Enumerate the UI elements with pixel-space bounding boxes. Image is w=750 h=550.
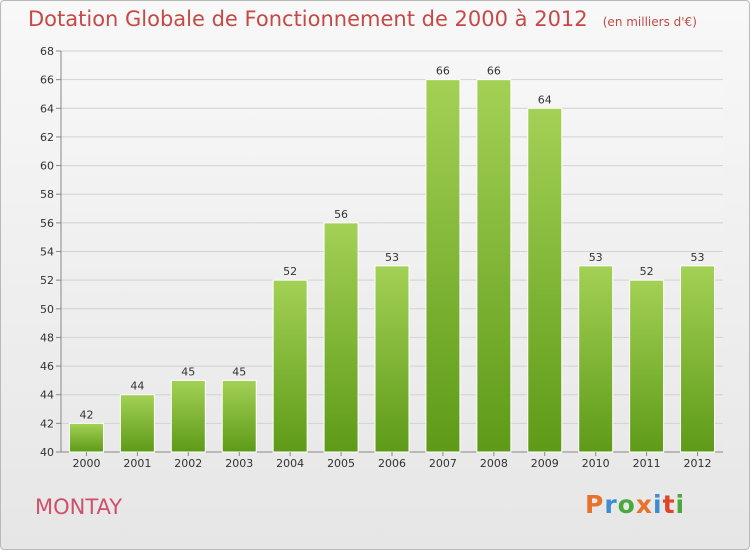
bar-value-label: 56 [334, 208, 348, 221]
bar [68, 422, 104, 453]
bar-value-label: 52 [640, 265, 654, 278]
logo-letter: r [604, 490, 618, 519]
bar-value-label: 44 [130, 380, 144, 393]
bar [272, 279, 308, 453]
y-tick-label: 54 [40, 246, 54, 259]
bar-value-label: 66 [436, 65, 450, 78]
bar-value-label: 64 [538, 93, 552, 106]
x-tick-label: 2006 [378, 457, 406, 470]
y-tick-label: 42 [40, 417, 54, 430]
bar-value-label: 45 [181, 365, 195, 378]
y-tick-label: 58 [40, 188, 54, 201]
y-tick-label: 40 [40, 446, 54, 459]
y-tick-label: 66 [40, 74, 54, 87]
bar-value-label: 45 [232, 365, 246, 378]
x-tick-label: 2000 [72, 457, 100, 470]
bar [425, 79, 461, 453]
bar [374, 265, 410, 453]
bar-value-label: 66 [487, 65, 501, 78]
logo-letter: i [675, 490, 686, 519]
y-tick-label: 46 [40, 360, 54, 373]
x-tick-label: 2001 [123, 457, 151, 470]
y-tick-label: 64 [40, 102, 54, 115]
bar [629, 279, 665, 453]
bar [476, 79, 512, 453]
logo-letter: t [662, 490, 676, 519]
bar-value-label: 53 [691, 251, 705, 264]
bar [119, 394, 155, 453]
x-tick-label: 2002 [174, 457, 202, 470]
y-tick-label: 52 [40, 274, 54, 287]
bar-value-label: 52 [283, 265, 297, 278]
x-tick-label: 2012 [684, 457, 712, 470]
y-tick-label: 68 [40, 45, 54, 58]
bar-chart: 40 42 44 46 48 50 52 54 56 58 60 62 64 66 68 42 2000 44 20… [40, 45, 723, 470]
x-tick-label: 2007 [429, 457, 457, 470]
x-tick-label: 2011 [633, 457, 661, 470]
x-tick-label: 2010 [582, 457, 610, 470]
y-tick-label: 48 [40, 331, 54, 344]
y-tick-label: 56 [40, 217, 54, 230]
bar [170, 379, 206, 453]
x-tick-label: 2008 [480, 457, 508, 470]
y-tick-label: 62 [40, 131, 54, 144]
x-tick-label: 2005 [327, 457, 355, 470]
bar [680, 265, 716, 453]
bar-value-label: 53 [385, 251, 399, 264]
x-tick-label: 2009 [531, 457, 559, 470]
logo-letter: x [635, 490, 653, 519]
y-tick-label: 50 [40, 303, 54, 316]
bar [527, 107, 563, 453]
bar-value-label: 53 [589, 251, 603, 264]
chart-unit: (en milliers d'€) [602, 15, 697, 29]
bar [323, 222, 359, 453]
bar-value-label: 42 [79, 408, 93, 421]
chart-title-block: Dotation Globale de Fonctionnement de 20… [28, 7, 697, 31]
bar [221, 379, 257, 453]
x-tick-label: 2004 [276, 457, 304, 470]
logo-letter: o [617, 490, 636, 519]
bar [578, 265, 614, 453]
town-name: MONTAY [35, 495, 123, 519]
chart-title: Dotation Globale de Fonctionnement de 20… [28, 7, 588, 31]
x-tick-label: 2003 [225, 457, 253, 470]
logo-letter: i [653, 490, 663, 519]
proxiti-logo: Proxiti [585, 490, 685, 519]
y-tick-label: 60 [40, 160, 54, 173]
y-tick-label: 44 [40, 389, 54, 402]
logo-letter: P [585, 490, 605, 519]
